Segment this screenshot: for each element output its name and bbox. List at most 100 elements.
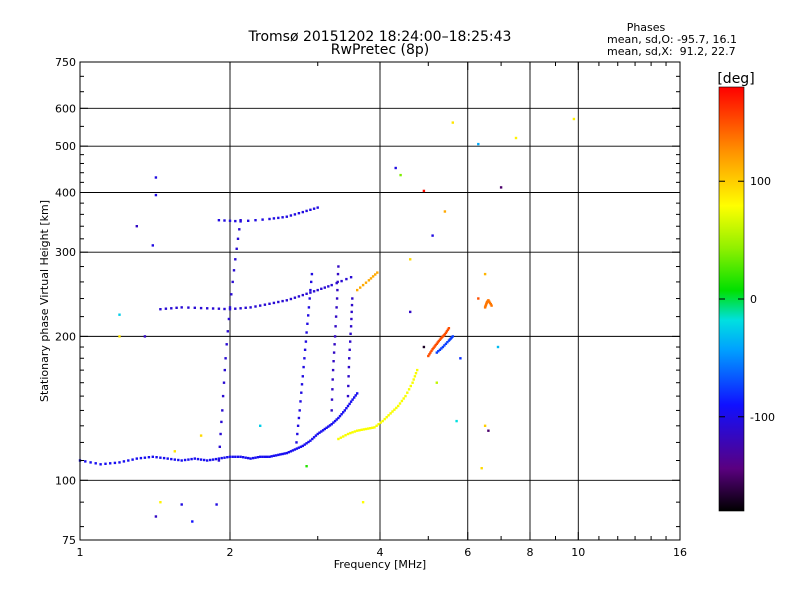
data-point: [301, 375, 304, 378]
data-point: [289, 214, 293, 217]
data-point: [399, 173, 402, 177]
data-point: [131, 458, 134, 461]
data-point: [345, 407, 348, 410]
data-point: [342, 435, 345, 438]
data-point: [441, 345, 445, 349]
data-point: [321, 429, 325, 432]
data-point: [305, 465, 308, 468]
data-point: [356, 288, 359, 292]
data-point: [422, 189, 426, 193]
data-point: [238, 228, 241, 231]
data-point: [409, 258, 412, 261]
data-point: [381, 419, 384, 423]
data-point: [356, 429, 359, 432]
data-point: [428, 353, 431, 356]
data-point: [369, 427, 372, 430]
data-point: [336, 280, 339, 284]
data-point: [349, 325, 353, 328]
data-point: [279, 453, 282, 456]
data-point: [209, 458, 212, 462]
data-point: [244, 456, 247, 459]
phases-heading: Phases: [627, 21, 666, 34]
data-point: [437, 339, 440, 343]
data-point: [451, 121, 454, 124]
data-point: [159, 308, 162, 311]
data-point: [291, 449, 295, 452]
data-point: [356, 392, 359, 395]
data-point: [362, 428, 366, 431]
data-point: [496, 345, 500, 349]
grid-lines: [80, 62, 680, 540]
data-point: [228, 308, 232, 311]
data-point: [331, 368, 335, 372]
data-point: [490, 304, 493, 307]
data-point: [514, 136, 518, 140]
data-point: [211, 458, 215, 461]
data-point: [268, 302, 271, 305]
data-point: [376, 271, 379, 274]
x-axis-label: Frequency [MHz]: [334, 558, 426, 571]
data-point: [281, 216, 284, 219]
data-point: [310, 280, 313, 284]
data-point: [154, 515, 158, 518]
data-point: [222, 381, 226, 384]
data-point: [316, 206, 319, 209]
data-point: [422, 345, 426, 349]
data-point: [135, 457, 138, 460]
data-point: [118, 335, 121, 338]
data-point: [155, 456, 158, 459]
data-point: [331, 388, 334, 391]
data-point: [477, 297, 480, 300]
data-point: [430, 349, 433, 353]
data-point: [173, 450, 176, 453]
data-point: [433, 345, 436, 348]
data-point: [330, 423, 333, 426]
data-point: [277, 216, 280, 220]
data-point: [283, 452, 286, 455]
data-point: [323, 286, 326, 289]
data-point: [272, 217, 276, 220]
y-tick-label: 75: [62, 534, 76, 547]
data-point: [226, 330, 229, 333]
y-tick-label: 600: [55, 102, 76, 115]
data-point: [444, 331, 448, 334]
data-point: [206, 459, 209, 462]
data-point: [247, 456, 250, 460]
data-point: [221, 394, 225, 398]
data-point: [170, 457, 173, 461]
y-axis-label: Stationary phase Virtual Height [km]: [38, 200, 51, 402]
data-point: [451, 335, 454, 338]
data-point: [217, 219, 221, 222]
data-point: [383, 417, 386, 421]
data-point: [254, 456, 257, 459]
data-point: [180, 459, 183, 462]
data-point: [268, 217, 271, 221]
data-point: [308, 297, 311, 300]
data-point: [437, 350, 440, 353]
colorbar-label: [deg]: [717, 71, 754, 87]
data-point: [241, 456, 245, 459]
data-point: [206, 307, 209, 310]
data-point: [398, 402, 402, 405]
data-point: [223, 307, 226, 311]
data-point: [177, 458, 180, 462]
data-point: [89, 461, 92, 464]
data-point: [397, 404, 400, 408]
data-point: [328, 424, 332, 427]
data-point: [297, 446, 301, 449]
data-point: [337, 265, 340, 268]
data-point: [480, 467, 483, 470]
x-tick-label: 6: [464, 546, 471, 559]
data-point: [483, 424, 487, 427]
data-point: [330, 409, 333, 412]
colorbar-ticks: 100 0 -100: [719, 175, 775, 424]
data-point: [109, 462, 112, 465]
data-point: [330, 398, 334, 401]
data-point: [412, 378, 415, 381]
data-point: [193, 306, 196, 309]
data-point: [251, 456, 255, 460]
data-point: [435, 351, 438, 354]
data-point: [272, 454, 276, 457]
data-point: [303, 443, 306, 446]
data-point: [413, 375, 417, 378]
